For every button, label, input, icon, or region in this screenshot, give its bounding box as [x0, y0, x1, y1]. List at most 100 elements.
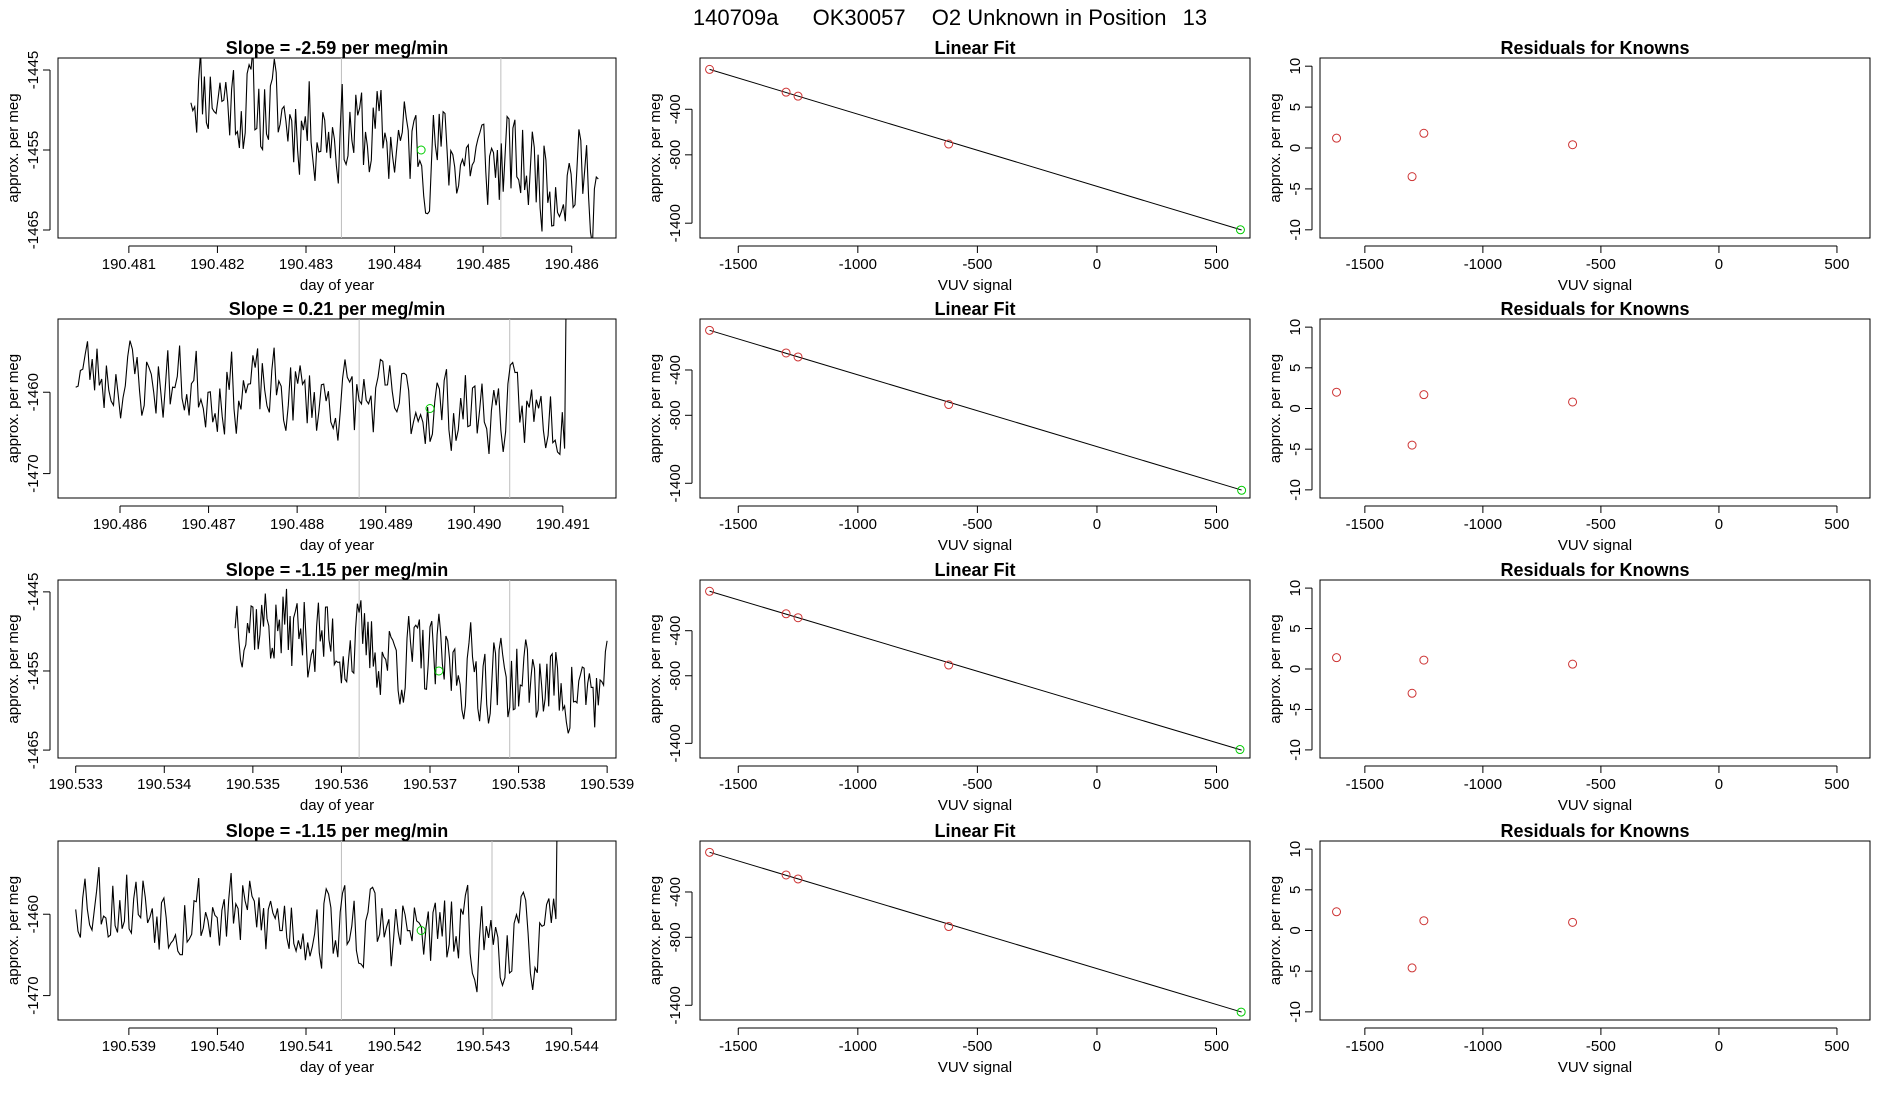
y-tick-label: -5 — [1287, 182, 1304, 195]
y-axis-label: approx. per meg — [647, 876, 664, 985]
x-axis-label: VUV signal — [938, 1059, 1012, 1076]
y-tick-label: -1445 — [25, 51, 42, 89]
x-tick-label: -1500 — [1346, 1038, 1384, 1055]
x-tick-label: -500 — [962, 256, 992, 273]
x-tick-label: -1000 — [839, 776, 877, 793]
x-axis-label: day of year — [300, 1059, 374, 1076]
y-tick-label: -1460 — [25, 895, 42, 933]
x-tick-label: 190.490 — [447, 516, 501, 533]
known-standard-point — [793, 352, 803, 362]
x-tick-label: 190.491 — [536, 516, 590, 533]
known-standard-point — [705, 64, 715, 74]
x-tick-label: 0 — [1093, 1038, 1101, 1055]
y-tick-label: -800 — [667, 661, 684, 691]
y-tick-label: -10 — [1287, 479, 1304, 501]
residual-point — [1419, 390, 1429, 400]
time-series-panel: Slope = -1.15 per meg/min 190.539 190.540 1… — [5, 821, 617, 1076]
x-tick-label: -1500 — [1346, 516, 1384, 533]
y-tick-label: -10 — [1287, 219, 1304, 241]
known-standard-point — [793, 874, 803, 884]
x-axis-label: day of year — [300, 797, 374, 814]
known-standard-point — [944, 660, 954, 670]
y-tick-label: -1400 — [667, 986, 684, 1024]
residual-point — [1332, 653, 1342, 663]
y-tick-label: -1445 — [25, 573, 42, 611]
x-tick-label: -500 — [962, 776, 992, 793]
y-tick-label: -800 — [667, 922, 684, 952]
x-tick-label: 190.542 — [367, 1038, 421, 1055]
x-axis-label: VUV signal — [938, 537, 1012, 554]
y-axis-label: approx. per meg — [5, 614, 22, 723]
unknown-sample-point — [1235, 225, 1245, 235]
x-tick-label: -1000 — [1464, 776, 1502, 793]
x-tick-label: 190.484 — [367, 256, 421, 273]
y-tick-label: -10 — [1287, 739, 1304, 761]
plot-frame — [699, 57, 1251, 239]
y-axis-label: approx. per meg — [1267, 614, 1284, 723]
residual-point — [1568, 140, 1578, 150]
y-tick-label: -5 — [1287, 703, 1304, 716]
panel-title: Linear Fit — [934, 821, 1015, 841]
time-series-panel: Slope = 0.21 per meg/min 190.486 190.487 19… — [5, 299, 617, 554]
x-tick-label: 500 — [1824, 776, 1849, 793]
x-tick-label: 190.534 — [137, 776, 191, 793]
x-axis-label: VUV signal — [1558, 537, 1632, 554]
y-tick-label: 5 — [1287, 886, 1304, 894]
y-tick-label: -5 — [1287, 965, 1304, 978]
x-axis-label: VUV signal — [1558, 1059, 1632, 1076]
known-standard-point — [793, 613, 803, 623]
x-tick-label: 0 — [1093, 516, 1101, 533]
x-tick-label: 0 — [1715, 776, 1723, 793]
x-tick-label: -1500 — [1346, 776, 1384, 793]
unknown-sample-point — [1236, 1007, 1246, 1017]
x-tick-label: 190.483 — [279, 256, 333, 273]
x-tick-label: -1000 — [839, 256, 877, 273]
known-standard-point — [944, 400, 954, 410]
x-tick-label: 500 — [1824, 256, 1849, 273]
x-tick-label: 500 — [1824, 516, 1849, 533]
y-tick-label: 10 — [1287, 841, 1304, 858]
residuals-panel: Residuals for Knowns -1500 -1000 -500 0 500 VU… — [1267, 821, 1871, 1076]
x-tick-label: 0 — [1093, 256, 1101, 273]
title-position: 13 — [1183, 5, 1207, 30]
unknown-sample-point — [434, 666, 444, 676]
y-tick-label: 0 — [1287, 404, 1304, 412]
residual-point — [1568, 659, 1578, 669]
x-tick-label: 190.538 — [491, 776, 545, 793]
panel-title: Residuals for Knowns — [1500, 821, 1689, 841]
y-tick-label: 5 — [1287, 624, 1304, 632]
x-axis-label: VUV signal — [938, 797, 1012, 814]
x-tick-label: -1000 — [1464, 1038, 1502, 1055]
y-axis-label: approx. per meg — [1267, 354, 1284, 463]
x-tick-label: 190.539 — [580, 776, 634, 793]
x-axis-label: VUV signal — [1558, 797, 1632, 814]
residual-point — [1332, 133, 1342, 143]
x-tick-label: -1500 — [719, 1038, 757, 1055]
x-tick-label: 190.488 — [270, 516, 324, 533]
x-tick-label: 190.539 — [102, 1038, 156, 1055]
plot-frame — [1319, 57, 1871, 239]
y-tick-label: -1460 — [25, 373, 42, 411]
y-tick-label: 10 — [1287, 58, 1304, 75]
plot-frame — [699, 579, 1251, 759]
time-series-line — [190, 58, 599, 238]
x-tick-label: 190.536 — [314, 776, 368, 793]
plot-frame — [1319, 579, 1871, 759]
x-tick-label: 190.537 — [403, 776, 457, 793]
time-series-line — [234, 588, 608, 734]
title-tank-id: OK30057 — [813, 5, 906, 30]
y-tick-label: -1465 — [25, 211, 42, 249]
unknown-sample-point — [416, 145, 426, 155]
y-tick-label: -400 — [667, 94, 684, 124]
x-tick-label: 500 — [1204, 516, 1229, 533]
y-tick-label: -800 — [667, 140, 684, 170]
x-tick-label: 190.486 — [93, 516, 147, 533]
x-tick-label: 190.541 — [279, 1038, 333, 1055]
x-tick-label: 190.535 — [226, 776, 280, 793]
x-tick-label: 190.543 — [456, 1038, 510, 1055]
x-tick-label: 500 — [1204, 1038, 1229, 1055]
residuals-panel: Residuals for Knowns -1500 -1000 -500 0 500 VU… — [1267, 38, 1871, 294]
known-standard-point — [944, 922, 954, 932]
x-tick-label: -1000 — [1464, 516, 1502, 533]
y-tick-label: -400 — [667, 355, 684, 385]
